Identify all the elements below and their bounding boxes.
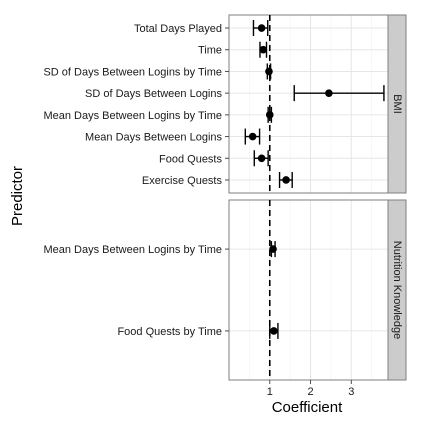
estimate-point [257, 154, 266, 163]
estimate-point [265, 111, 274, 119]
panel-2: Mean Days Between Logins by Time Food Que… [43, 199, 407, 381]
x-tick-label: 2 [307, 386, 313, 398]
panel-1: Total Days Played Time SD of Days Between … [43, 14, 407, 194]
y-tick-label: Mean Days Between Logins [85, 132, 222, 144]
x-axis-label: Coefficient [272, 399, 343, 416]
panels-layer: Total Days Played Time SD of Days Between … [43, 14, 407, 398]
y-tick-label: Food Quests by Time [117, 326, 222, 338]
panel-background [229, 200, 388, 380]
estimate-point [325, 89, 333, 97]
y-tick-label: Exercise Quests [142, 175, 223, 187]
estimate-point [248, 132, 257, 141]
estimate-point [269, 245, 277, 253]
x-tick-label: 1 [267, 386, 273, 398]
facet-strip [387, 199, 407, 381]
y-axis-label: Predictor [9, 166, 26, 226]
estimate-point [265, 67, 273, 76]
estimate-point [282, 176, 290, 184]
facet-strip [387, 14, 407, 194]
y-tick-label: SD of Days Between Logins [85, 88, 222, 100]
x-tick-label: 3 [348, 386, 354, 398]
panel-background [229, 15, 388, 193]
y-tick-label: Total Days Played [134, 23, 222, 35]
x-axis: 1 2 3 [267, 380, 354, 398]
y-tick-label: Food Quests [159, 153, 222, 165]
estimate-point [259, 45, 268, 54]
y-tick-label: Time [198, 45, 222, 57]
y-tick-label: Mean Days Between Logins by Time [43, 244, 222, 256]
facet-strip-label: BMI [391, 94, 403, 114]
y-tick-label: Mean Days Between Logins by Time [43, 110, 222, 122]
estimate-point [257, 24, 266, 32]
facet-strip-label: Nutrition Knowledge [391, 241, 403, 339]
estimate-point [270, 327, 278, 335]
y-tick-label: SD of Days Between Logins by Time [43, 66, 222, 78]
